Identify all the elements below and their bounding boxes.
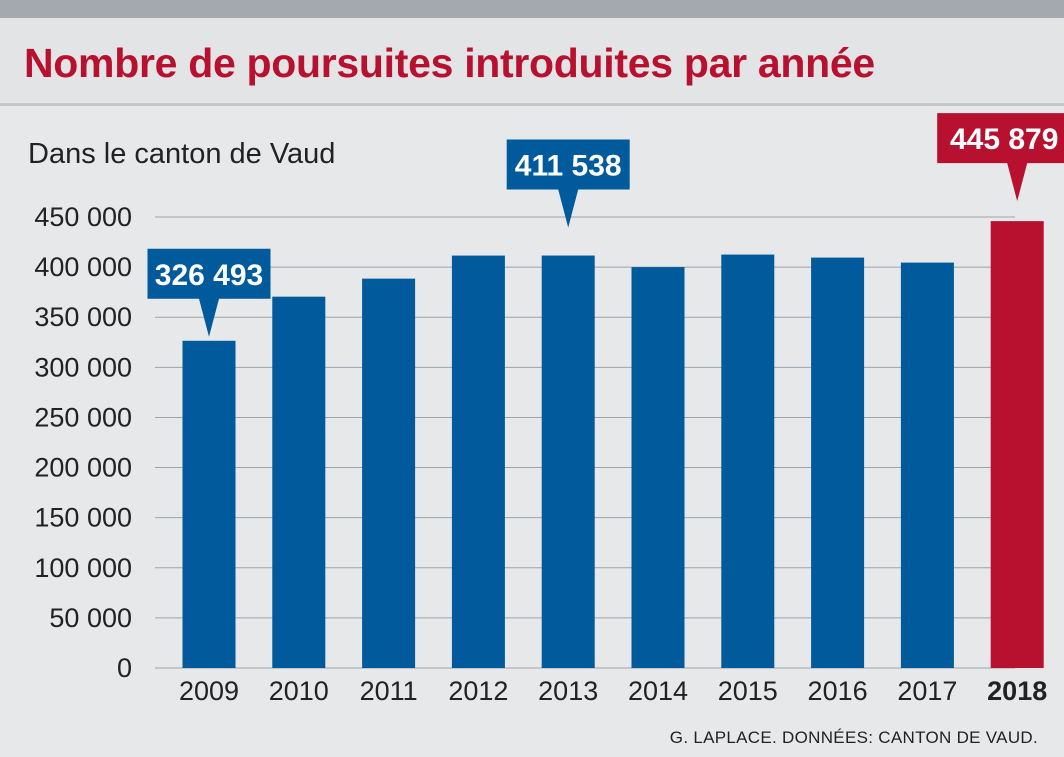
y-tick-label: 150 000 bbox=[34, 503, 132, 533]
x-tick-label: 2009 bbox=[179, 676, 239, 706]
y-tick-label: 450 000 bbox=[34, 202, 132, 232]
x-tick-label: 2012 bbox=[448, 676, 508, 706]
y-tick-label: 350 000 bbox=[34, 302, 132, 332]
x-tick-label: 2017 bbox=[897, 676, 957, 706]
y-tick-label: 250 000 bbox=[34, 402, 132, 432]
bar bbox=[990, 221, 1044, 668]
value-callout-label: 326 493 bbox=[155, 259, 263, 292]
bar bbox=[900, 262, 954, 668]
bar bbox=[451, 255, 505, 668]
bar bbox=[631, 267, 685, 668]
y-tick-label: 0 bbox=[117, 653, 132, 683]
value-callout-label: 411 538 bbox=[515, 150, 622, 183]
top-strip bbox=[0, 0, 1064, 18]
source-credit: G. LAPLACE. DONNÉES: CANTON DE VAUD. bbox=[669, 728, 1038, 747]
value-callout bbox=[506, 139, 630, 228]
y-tick-label: 300 000 bbox=[34, 352, 132, 382]
page-title: Nombre de poursuites introduites par ann… bbox=[24, 40, 875, 86]
x-tick-label: 2015 bbox=[718, 676, 778, 706]
chart-subtitle: Dans le canton de Vaud bbox=[28, 138, 336, 170]
value-callout-label: 445 879 bbox=[950, 123, 1058, 156]
value-callout bbox=[147, 248, 271, 337]
bar bbox=[362, 278, 416, 668]
x-tick-label: 2018 bbox=[987, 676, 1047, 706]
x-tick-label: 2011 bbox=[360, 676, 418, 706]
bar bbox=[272, 296, 326, 668]
bar bbox=[541, 255, 595, 668]
x-tick-label: 2013 bbox=[538, 676, 598, 706]
value-callout bbox=[937, 113, 1064, 202]
y-tick-label: 200 000 bbox=[34, 453, 132, 483]
bar bbox=[811, 257, 865, 668]
y-tick-label: 400 000 bbox=[34, 252, 132, 282]
bar bbox=[182, 340, 236, 668]
y-tick-label: 50 000 bbox=[49, 603, 132, 633]
x-tick-label: 2016 bbox=[808, 676, 868, 706]
title-bar: Nombre de poursuites introduites par ann… bbox=[0, 18, 1064, 106]
y-tick-label: 100 000 bbox=[34, 553, 132, 583]
x-tick-label: 2014 bbox=[628, 676, 688, 706]
x-tick-label: 2010 bbox=[269, 676, 329, 706]
bar bbox=[721, 254, 775, 669]
